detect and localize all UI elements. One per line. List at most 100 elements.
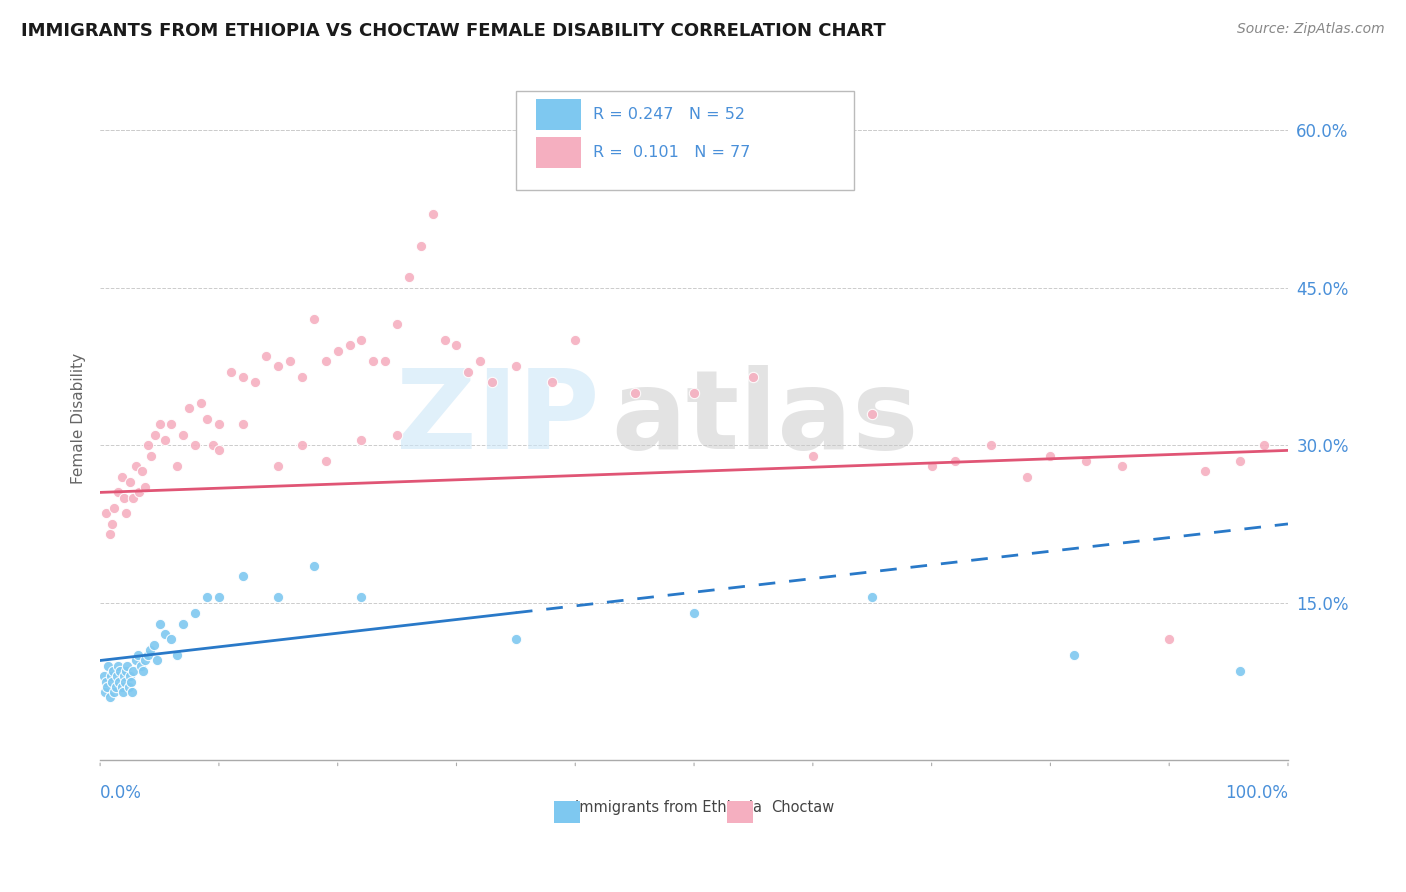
Point	[184, 606, 207, 620]
Point	[122, 491, 145, 505]
Point	[1229, 664, 1251, 678]
Point	[184, 438, 207, 452]
Point	[219, 365, 242, 379]
Point	[155, 627, 177, 641]
Point	[172, 616, 194, 631]
Point	[190, 396, 212, 410]
Point	[201, 438, 224, 452]
Point	[134, 480, 156, 494]
Point	[326, 343, 349, 358]
Point	[481, 375, 503, 389]
Point	[291, 438, 314, 452]
Point	[1039, 449, 1062, 463]
Point	[136, 438, 159, 452]
Point	[114, 674, 136, 689]
FancyBboxPatch shape	[536, 136, 581, 168]
Point	[267, 359, 290, 374]
Point	[101, 674, 124, 689]
FancyBboxPatch shape	[536, 99, 581, 130]
Point	[117, 680, 139, 694]
Point	[945, 454, 967, 468]
FancyBboxPatch shape	[554, 801, 581, 823]
Text: ZIP: ZIP	[395, 366, 599, 473]
Point	[155, 433, 177, 447]
Point	[108, 674, 131, 689]
Point	[127, 648, 149, 663]
Point	[160, 417, 183, 431]
Point	[132, 664, 155, 678]
Point	[125, 459, 148, 474]
Point	[801, 449, 824, 463]
Text: Immigrants from Ethiopia: Immigrants from Ethiopia	[575, 799, 762, 814]
Point	[398, 270, 420, 285]
Point	[98, 527, 121, 541]
Point	[131, 464, 153, 478]
Point	[115, 664, 138, 678]
Point	[112, 491, 135, 505]
Point	[363, 354, 385, 368]
Point	[103, 685, 125, 699]
Point	[1253, 438, 1275, 452]
Point	[315, 454, 337, 468]
Point	[409, 238, 432, 252]
Point	[110, 680, 132, 694]
Point	[683, 606, 706, 620]
Point	[136, 648, 159, 663]
Point	[195, 591, 218, 605]
Point	[100, 669, 122, 683]
Point	[143, 427, 166, 442]
Point	[742, 369, 765, 384]
Point	[110, 664, 132, 678]
Point	[980, 438, 1002, 452]
Point	[302, 558, 325, 573]
Point	[1074, 454, 1097, 468]
Point	[115, 507, 138, 521]
Point	[117, 658, 139, 673]
Point	[1229, 454, 1251, 468]
Point	[860, 407, 883, 421]
Point	[107, 658, 129, 673]
Text: R =  0.101   N = 77: R = 0.101 N = 77	[593, 145, 751, 160]
Point	[112, 669, 135, 683]
Point	[122, 664, 145, 678]
Point	[107, 485, 129, 500]
Text: 0.0%: 0.0%	[100, 784, 142, 802]
Point	[505, 359, 527, 374]
Point	[208, 591, 231, 605]
Point	[254, 349, 277, 363]
Point	[208, 443, 231, 458]
Point	[1015, 469, 1038, 483]
FancyBboxPatch shape	[727, 801, 754, 823]
Point	[232, 369, 254, 384]
Point	[339, 338, 361, 352]
Point	[350, 591, 373, 605]
Point	[148, 417, 170, 431]
Point	[98, 690, 121, 705]
Point	[860, 591, 883, 605]
Point	[208, 417, 231, 431]
Point	[267, 591, 290, 605]
Point	[94, 674, 117, 689]
Text: Source: ZipAtlas.com: Source: ZipAtlas.com	[1237, 22, 1385, 37]
Point	[1194, 464, 1216, 478]
Text: 100.0%: 100.0%	[1225, 784, 1288, 802]
Point	[103, 501, 125, 516]
Point	[302, 312, 325, 326]
Point	[139, 643, 162, 657]
Point	[110, 469, 132, 483]
Point	[160, 632, 183, 647]
Point	[118, 475, 141, 489]
Point	[97, 658, 120, 673]
Point	[385, 427, 408, 442]
Point	[118, 669, 141, 683]
Point	[104, 680, 127, 694]
Point	[350, 433, 373, 447]
Point	[683, 385, 706, 400]
Point	[166, 459, 188, 474]
Point	[172, 427, 194, 442]
Point	[564, 333, 586, 347]
Point	[243, 375, 266, 389]
Point	[134, 653, 156, 667]
Point	[94, 685, 117, 699]
Point	[146, 653, 169, 667]
